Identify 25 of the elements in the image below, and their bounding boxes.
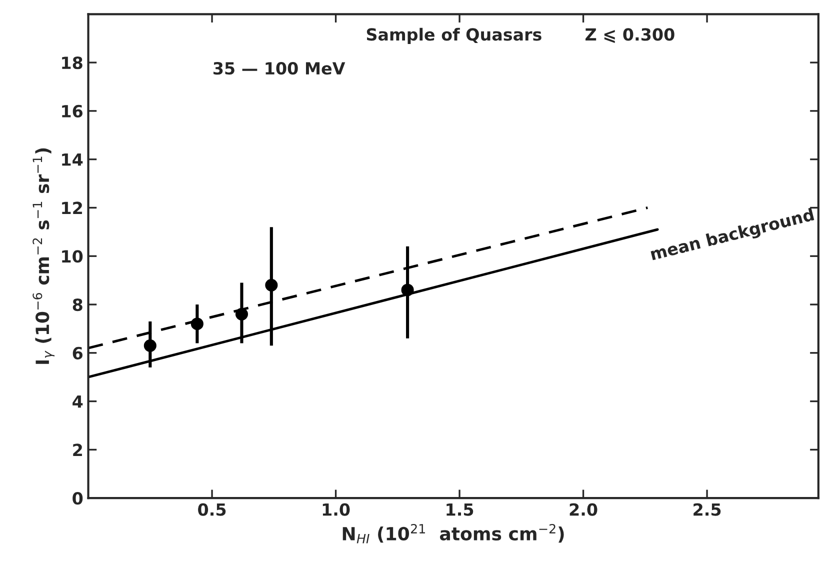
annotation: Z ⩽ 0.300 (586, 28, 674, 44)
annotation: 35 — 100 MeV (214, 62, 346, 75)
point (235, 308, 248, 320)
y-tick-label: 2 (73, 444, 82, 456)
y-tick-label: 6 (72, 346, 83, 360)
x-tick-label: 1.0 (322, 503, 350, 516)
x-axis-title: N$_{HI}$ (10$^{21}$ atoms cm$^{−2}$) (342, 524, 564, 544)
y-tick-label: 12 (62, 202, 82, 214)
x-tick-label: 2.0 (570, 503, 598, 516)
y-tick-label: 16 (62, 104, 83, 118)
y-tick-label: 18 (62, 56, 82, 70)
x-tick-label: 1.5 (446, 503, 474, 516)
point (265, 278, 278, 292)
y-tick-label: 4 (72, 395, 83, 408)
y-tick-label: 10 (62, 250, 83, 263)
y-tick-label: 8 (72, 298, 82, 312)
x-tick-label: 2.5 (694, 503, 721, 516)
point (144, 339, 156, 352)
y-tick-label: 0 (72, 492, 83, 505)
text: I$_{γ}$ (10$^{−6}$ cm$^{−2}$ s$^{−1}$ sr$^{−1}$) (32, 148, 55, 364)
x-tick-label: 0.5 (198, 503, 226, 516)
point (401, 284, 414, 296)
y-tick-label: 14 (62, 154, 83, 166)
point (190, 318, 204, 330)
annotation: Sample of Quasars (366, 28, 542, 44)
